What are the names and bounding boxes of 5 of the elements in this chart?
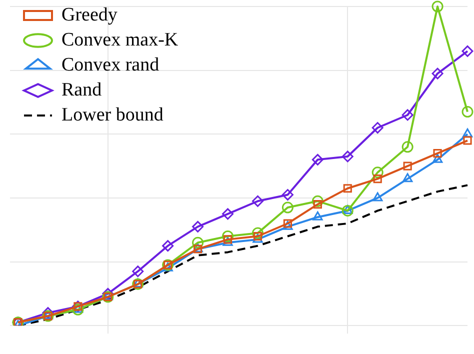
legend-label: Rand [62,79,102,100]
legend-label: Greedy [62,4,118,26]
legend-label: Convex rand [62,54,160,76]
legend-label: Lower bound [62,104,164,126]
legend-label: Convex max-K [62,29,178,50]
